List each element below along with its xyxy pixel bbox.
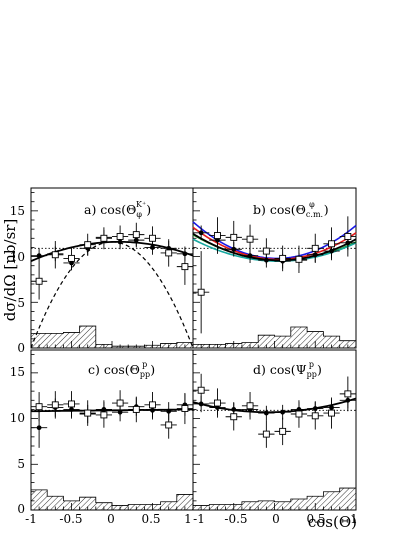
- data-point-open: [279, 427, 287, 435]
- data-point-filled: [263, 410, 269, 416]
- data-point-open: [311, 412, 319, 420]
- acceptance-histogram: [30, 325, 194, 349]
- data-point-open: [181, 263, 189, 271]
- y-axis-label: dσ/dΩ [nb/sr]: [1, 219, 19, 322]
- y-tick-label: 5: [17, 296, 25, 310]
- data-point-open: [262, 430, 270, 438]
- x-tick-label: -0.5: [59, 512, 82, 526]
- panel-c: [30, 349, 194, 511]
- data-point-open: [35, 403, 43, 411]
- y-tick-label: 10: [10, 250, 25, 264]
- data-point-open: [197, 386, 205, 394]
- data-point-open: [165, 421, 173, 429]
- y-tick-label: 0: [17, 341, 25, 355]
- x-tick-label: 0.5: [141, 512, 160, 526]
- acceptance-histogram: [192, 326, 357, 349]
- data-point-open: [197, 288, 205, 296]
- data-point-filled: [36, 425, 42, 431]
- data-point-open: [149, 234, 156, 242]
- data-point-filled: [36, 253, 42, 259]
- y-tick-label: 10: [10, 411, 25, 425]
- data-point-open: [35, 277, 43, 285]
- data-point-open: [279, 254, 287, 262]
- y-tick-label: 5: [17, 457, 25, 471]
- data-point-open: [181, 405, 189, 412]
- panel-b: [192, 187, 357, 349]
- data-point-open: [100, 234, 108, 242]
- x-tick-label: -0.5: [224, 512, 247, 526]
- acceptance-histogram: [192, 487, 357, 511]
- data-point-open: [116, 233, 124, 240]
- panel-c-title: c) cos(Θppp): [88, 360, 155, 379]
- data-point-open: [344, 390, 352, 398]
- data-point-open: [295, 255, 303, 263]
- data-point-open: [68, 254, 75, 262]
- x-tick-label: 1: [350, 512, 358, 526]
- data-point-open: [68, 400, 75, 408]
- x-tick-label: -1: [193, 512, 205, 526]
- panel-b-title: b) cos(Θc.m.φ): [253, 200, 329, 219]
- data-point-open: [100, 411, 108, 419]
- data-point-open: [295, 410, 303, 418]
- data-point-open: [213, 399, 221, 407]
- data-point-filled: [280, 409, 286, 415]
- data-point-open: [132, 231, 140, 239]
- data-point-open: [84, 241, 92, 249]
- x-tick-label: 0: [107, 512, 115, 526]
- data-point-open: [165, 249, 173, 257]
- y-tick-label: 15: [10, 365, 25, 379]
- model-curve-dashed: [30, 241, 194, 349]
- y-tick-label: 15: [10, 204, 25, 218]
- model-curve-red: [192, 226, 357, 261]
- x-tick-label: 0.5: [306, 512, 325, 526]
- data-point-open: [84, 409, 92, 417]
- data-point-open: [51, 401, 59, 409]
- data-point-open: [344, 233, 352, 240]
- x-axis-label: cos(Θ): [308, 513, 357, 531]
- data-point-open: [246, 402, 254, 410]
- x-tick-label: -1: [25, 512, 37, 526]
- data-point-open: [230, 413, 238, 421]
- data-point-open: [262, 247, 270, 255]
- data-point-open: [116, 399, 124, 407]
- data-point-open: [51, 251, 59, 259]
- data-point-open: [230, 233, 238, 241]
- data-point-open: [149, 401, 156, 409]
- panel-a-title: a) cos(ΘφK⁺): [84, 200, 151, 219]
- x-tick-label: 1: [184, 512, 192, 526]
- panel-a: [30, 187, 194, 349]
- data-point-open: [132, 405, 140, 413]
- data-point-open: [328, 240, 335, 248]
- panel-d-title: d) cos(Ψppp): [253, 360, 322, 379]
- data-point-open: [328, 409, 335, 417]
- data-point-filled: [198, 230, 204, 236]
- acceptance-histogram: [30, 489, 194, 511]
- data-point-open: [311, 244, 319, 252]
- data-point-open: [246, 235, 254, 243]
- x-tick-label: 0: [272, 512, 280, 526]
- data-point-open: [213, 232, 221, 239]
- fit-curve: [30, 408, 194, 413]
- y-tick-label: 0: [17, 502, 25, 516]
- panel-d: [192, 349, 357, 511]
- data-point-filled: [247, 253, 253, 259]
